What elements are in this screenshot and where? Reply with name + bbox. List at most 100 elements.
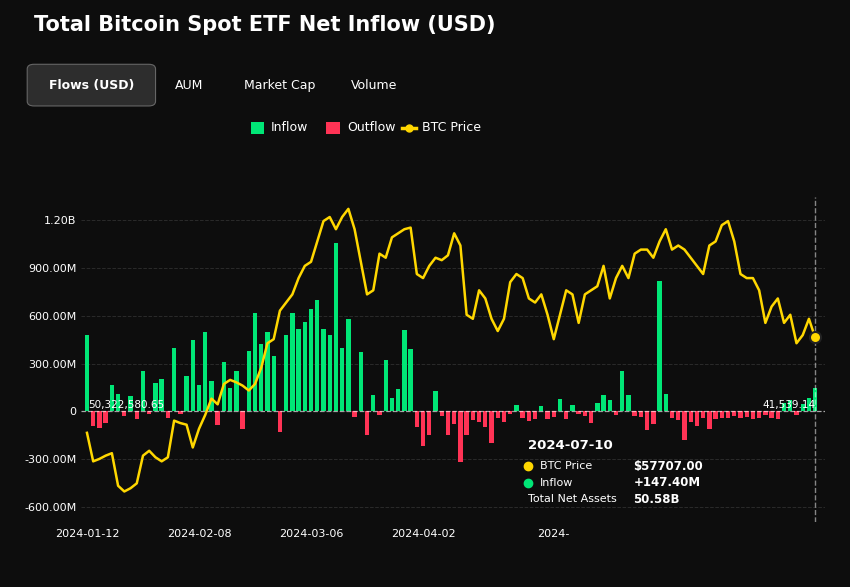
Bar [371,395,376,411]
Bar [427,411,432,435]
Bar [228,388,232,411]
Bar [234,372,239,411]
Bar [801,404,805,411]
Bar [608,400,612,411]
Bar [402,330,406,411]
Bar [794,411,799,415]
Bar [533,411,537,419]
Text: BTC Price: BTC Price [540,461,592,471]
Bar [564,411,569,419]
Text: 50.58B: 50.58B [633,493,680,506]
Bar [502,411,506,422]
Bar [141,372,145,411]
Bar [713,411,717,419]
Bar [166,411,170,417]
Bar [321,329,326,411]
Bar [632,411,637,416]
Bar [246,351,251,411]
Bar [782,403,786,411]
Bar [303,322,307,411]
Bar [197,385,201,411]
Bar [788,400,792,411]
Text: Total Net Assets: Total Net Assets [528,494,616,504]
Bar [670,411,674,417]
Bar [278,411,282,432]
Text: 41,539.14: 41,539.14 [762,400,815,410]
Bar [184,376,189,411]
Bar [732,411,736,416]
Bar [745,411,749,417]
Text: 50,322,580.65: 50,322,580.65 [88,400,164,410]
Bar [290,313,295,411]
Bar [508,411,513,414]
Bar [172,348,176,411]
Text: $57707.00: $57707.00 [633,460,703,473]
Bar [439,411,444,416]
Bar [595,403,599,411]
Bar [178,411,183,414]
Bar [353,411,357,417]
Bar [807,397,811,411]
Text: Inflow: Inflow [540,478,574,488]
Bar [265,332,269,411]
Bar [134,411,139,419]
Bar [769,411,774,417]
Bar [334,243,338,411]
Bar [377,411,382,415]
Text: Total Bitcoin Spot ETF Net Inflow (USD): Total Bitcoin Spot ETF Net Inflow (USD) [34,15,496,35]
Bar [477,411,481,422]
Bar [496,411,500,419]
Bar [390,397,394,411]
Bar [620,372,625,411]
Text: AUM: AUM [175,79,204,92]
Text: BTC Price: BTC Price [422,122,481,134]
Bar [216,411,220,425]
Bar [284,335,288,411]
Bar [552,411,556,417]
Bar [434,390,438,411]
Bar [739,411,743,419]
Text: Flows (USD): Flows (USD) [48,79,134,92]
Bar [222,362,226,411]
Bar [415,411,419,427]
Bar [664,394,668,411]
Bar [570,405,575,411]
Bar [128,396,133,411]
Bar [490,411,494,443]
Bar [751,411,755,419]
Bar [116,394,120,411]
Bar [271,356,276,411]
Bar [91,411,95,426]
Bar [241,411,245,429]
Text: Market Cap: Market Cap [244,79,314,92]
Bar [147,411,151,414]
Bar [110,385,114,411]
Bar [209,381,213,411]
Bar [315,300,320,411]
Bar [97,411,102,428]
Bar [458,411,462,462]
Bar [297,329,301,411]
Bar [694,411,699,426]
Bar [421,411,425,446]
Bar [153,383,157,411]
Bar [720,411,724,419]
Bar [527,411,531,421]
Bar [520,411,524,417]
Bar [514,405,518,411]
Bar [676,411,680,420]
Bar [471,411,475,420]
Bar [359,352,363,411]
Bar [259,345,264,411]
Bar [104,411,108,423]
Bar [683,411,687,440]
Bar [558,399,562,411]
Bar [409,349,413,411]
Bar [657,281,662,411]
Bar [726,411,730,419]
Bar [576,411,581,414]
Bar [707,411,711,429]
Bar [85,335,89,411]
Bar [365,411,369,435]
Text: 2024-07-10: 2024-07-10 [528,439,612,453]
